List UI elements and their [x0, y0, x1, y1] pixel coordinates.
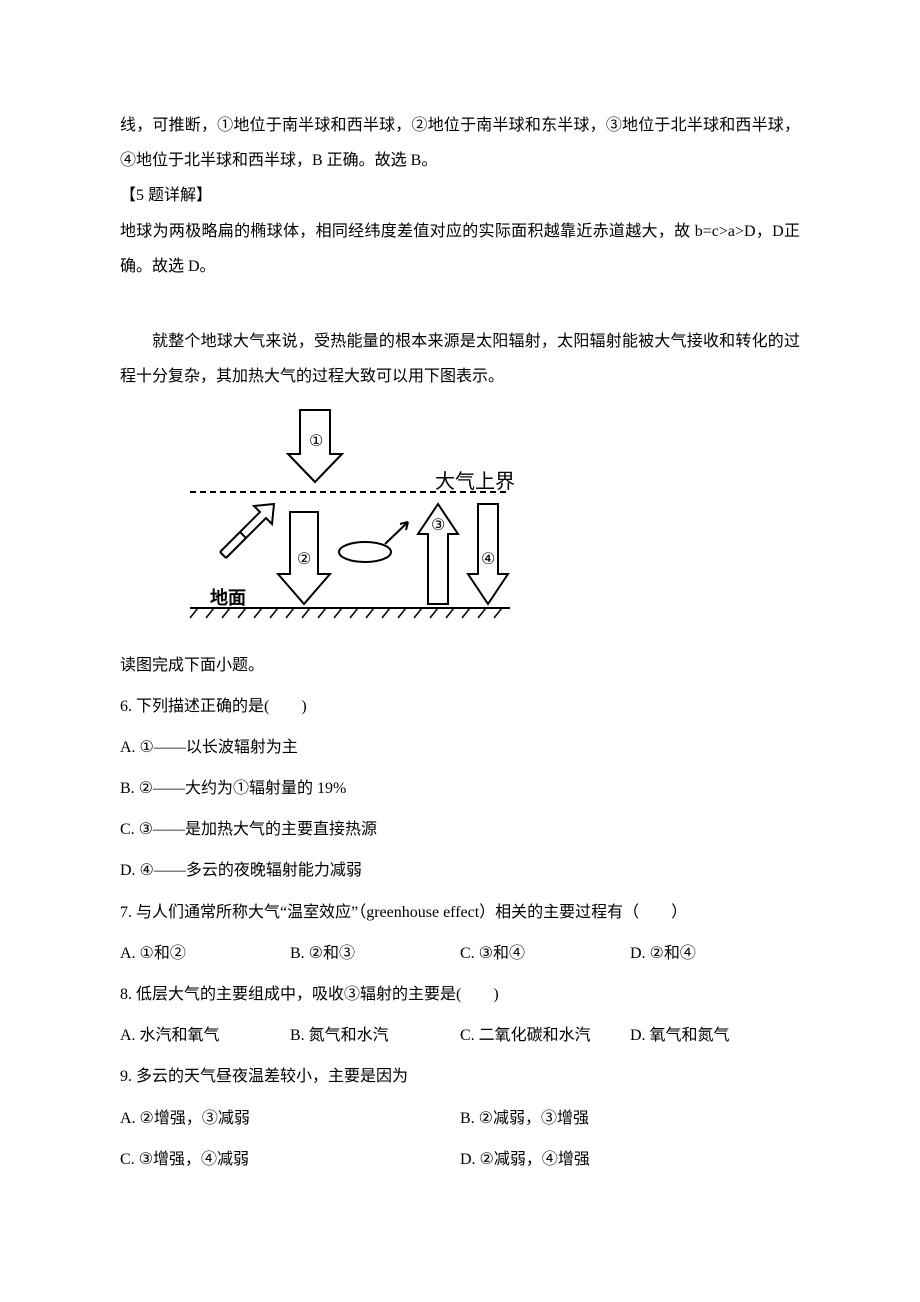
q7-option-b: B. ②和③	[290, 936, 460, 971]
svg-text:④: ④	[481, 551, 495, 568]
q7-option-d: D. ②和④	[630, 936, 800, 971]
explanation-line-2: 地球为两极略扁的椭球体，相同经纬度差值对应的实际面积越靠近赤道越大，故 b=c>…	[120, 214, 800, 284]
explanation-heading-5: 【5 题详解】	[120, 178, 800, 213]
q9-option-c: C. ③增强，④减弱	[120, 1142, 460, 1177]
svg-text:②: ②	[297, 551, 311, 568]
q8-option-d: D. 氧气和氮气	[630, 1018, 800, 1053]
q8-stem: 8. 低层大气的主要组成中，吸收③辐射的主要是( )	[120, 977, 800, 1012]
q7-stem: 7. 与人们通常所称大气“温室效应”（greenhouse effect）相关的…	[120, 895, 800, 930]
q9-option-b: B. ②减弱，③增强	[460, 1101, 800, 1136]
svg-text:①: ①	[309, 433, 323, 450]
q9-stem: 9. 多云的天气昼夜温差较小，主要是因为	[120, 1059, 800, 1094]
q7-option-c: C. ③和④	[460, 936, 630, 971]
q7-option-a: A. ①和②	[120, 936, 290, 971]
arrow-3-icon: ③	[418, 504, 458, 604]
explanation-line-1: 线，可推断，①地位于南半球和西半球，②地位于南半球和东半球，③地位于北半球和西半…	[120, 108, 800, 178]
read-figure-instruction: 读图完成下面小题。	[120, 648, 800, 683]
scatter-cloud-icon	[339, 522, 408, 562]
q6-option-b: B. ②——大约为①辐射量的 19%	[120, 771, 800, 806]
intro-paragraph: 就整个地球大气来说，受热能量的根本来源是太阳辐射，太阳辐射能被大气接收和转化的过…	[120, 324, 800, 394]
q6-option-a: A. ①——以长波辐射为主	[120, 730, 800, 765]
arrow-2-icon: ②	[278, 512, 330, 604]
q6-option-c: C. ③——是加热大气的主要直接热源	[120, 812, 800, 847]
atmosphere-heating-diagram: ① 大气上界 ②	[180, 404, 800, 637]
q8-option-c: C. 二氧化碳和水汽	[460, 1018, 630, 1053]
svg-text:③: ③	[431, 517, 445, 534]
arrow-1-icon: ①	[288, 410, 342, 482]
q6-stem: 6. 下列描述正确的是( )	[120, 689, 800, 724]
q8-option-b: B. 氮气和水汽	[290, 1018, 460, 1053]
ground-hatch	[190, 608, 502, 618]
atmosphere-boundary-label: 大气上界	[435, 470, 515, 493]
q8-option-a: A. 水汽和氧气	[120, 1018, 290, 1053]
q9-option-d: D. ②减弱，④增强	[460, 1142, 800, 1177]
q9-option-a: A. ②增强，③减弱	[120, 1101, 460, 1136]
q6-option-d: D. ④——多云的夜晚辐射能力减弱	[120, 853, 800, 888]
ground-label: 地面	[210, 587, 246, 608]
arrow-4-icon: ④	[468, 504, 508, 604]
reflect-arrow-icon	[220, 504, 274, 558]
